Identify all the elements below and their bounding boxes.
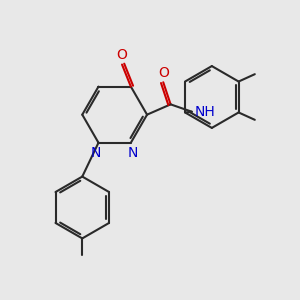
Text: O: O [117, 48, 128, 62]
Text: NH: NH [195, 105, 215, 119]
Text: O: O [158, 66, 169, 80]
Text: N: N [127, 146, 137, 160]
Text: N: N [91, 146, 101, 160]
